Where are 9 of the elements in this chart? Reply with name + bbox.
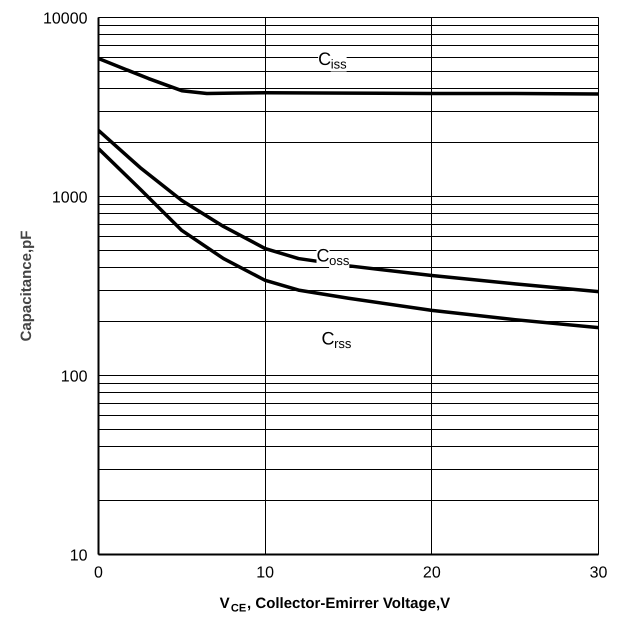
x-tick-label: 10 <box>256 564 274 582</box>
y-tick-label: 1000 <box>52 190 88 206</box>
y-tick-label: 100 <box>60 368 88 386</box>
x-tick-label: 30 <box>590 564 608 582</box>
y-tick-label: 10 <box>70 548 88 564</box>
y-axis-title: Capacitance,pF <box>18 230 36 342</box>
y-tick-label: 10000 <box>43 10 88 28</box>
x-tick-label: 20 <box>422 564 441 582</box>
x-tick-label: 0 <box>94 564 104 582</box>
